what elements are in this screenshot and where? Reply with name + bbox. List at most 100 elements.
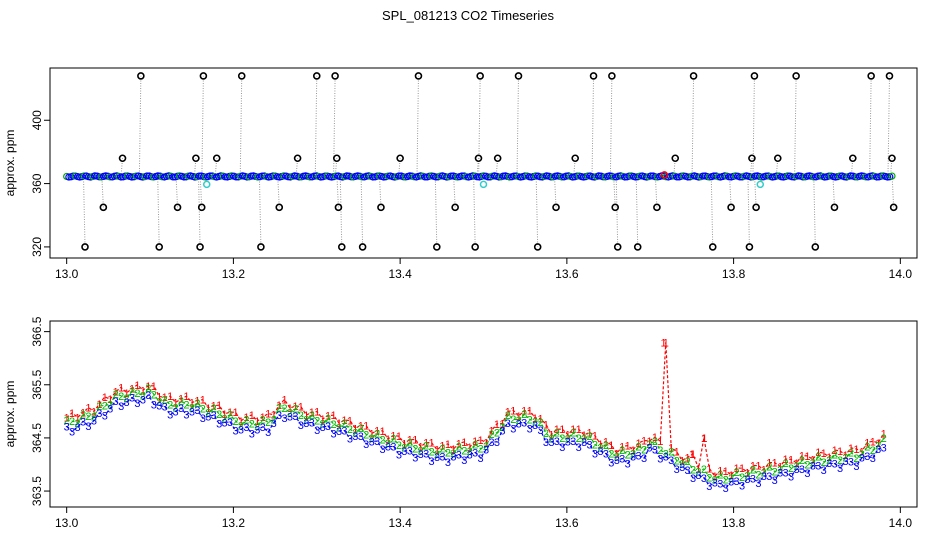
series-marker-1: 1 <box>423 438 429 450</box>
x-tick-label: 14.0 <box>889 516 913 530</box>
series-marker-2: 2 <box>804 460 810 472</box>
series-marker-1: 1 <box>478 435 484 447</box>
baseline-point <box>747 173 755 181</box>
series-marker-3: 3 <box>641 453 647 465</box>
series-marker-3: 3 <box>216 419 222 431</box>
baseline-point <box>106 173 114 181</box>
series-marker-1: 1 <box>216 400 222 412</box>
series-marker-2: 2 <box>309 410 315 422</box>
x-tick-label: 13.4 <box>388 267 412 281</box>
series-marker-2: 2 <box>461 446 467 458</box>
outlier-point <box>197 203 206 212</box>
series-marker-3: 3 <box>124 397 130 409</box>
outlier-connector <box>516 75 520 177</box>
series-marker-3: 3 <box>603 449 609 461</box>
outlier-point <box>889 203 898 212</box>
series-marker-2: 2 <box>243 415 249 427</box>
series-marker-1: 1 <box>341 415 347 427</box>
series-marker-2: 2 <box>341 418 347 430</box>
series-marker-2: 2 <box>494 428 500 440</box>
series-marker-1: 1 <box>380 426 386 438</box>
series-marker-2: 2 <box>685 456 691 468</box>
series-marker-2: 2 <box>412 443 418 455</box>
series-marker-3: 3 <box>347 434 353 446</box>
series-marker-1: 1 <box>505 407 511 419</box>
outlier-point <box>334 203 343 212</box>
series-marker-2: 2 <box>842 453 848 465</box>
series-marker-1: 1 <box>107 394 113 406</box>
cyan-point <box>479 180 488 189</box>
series-marker-3: 3 <box>445 457 451 469</box>
series-marker-1: 1 <box>516 411 522 423</box>
panel-bottom: 13.0 13.2 13.4 13.6 13.8 14.0 363.5 364.5 365.5… <box>3 316 918 530</box>
series-marker-2: 2 <box>249 419 255 431</box>
series-marker-3: 3 <box>516 418 522 430</box>
outlier-point <box>212 154 221 163</box>
series-marker-3: 3 <box>663 452 669 464</box>
series-marker-2: 2 <box>864 442 870 454</box>
series-marker-1: 1 <box>826 452 832 464</box>
baseline-point <box>762 172 770 180</box>
series-marker-2: 2 <box>586 431 592 443</box>
series-marker-2: 2 <box>788 463 794 475</box>
series-marker-1: 1 <box>619 441 625 453</box>
series-marker-2: 2 <box>292 404 298 416</box>
series-marker-3: 3 <box>396 449 402 461</box>
series-marker-3: 3 <box>456 450 462 462</box>
x-tick-label: 13.6 <box>555 516 579 530</box>
outlier-connector <box>239 75 243 177</box>
series-marker-3: 3 <box>565 437 571 449</box>
series-marker-3: 3 <box>690 473 696 485</box>
series-marker-2: 2 <box>478 444 484 456</box>
series-marker-3: 3 <box>619 454 625 466</box>
series-marker-3: 3 <box>483 445 489 457</box>
series-marker-3: 3 <box>728 476 734 488</box>
series-marker-1: 1 <box>864 437 870 449</box>
series-marker-1: 1 <box>815 447 821 459</box>
series-marker-2: 2 <box>592 439 598 451</box>
series-marker-3: 3 <box>668 455 674 467</box>
series-marker-2: 2 <box>772 467 778 479</box>
series-marker-3: 3 <box>810 461 816 473</box>
baseline-point <box>699 172 707 180</box>
outlier-point <box>493 154 502 163</box>
panel-bottom-x-axis: 13.0 13.2 13.4 13.6 13.8 14.0 <box>55 507 912 530</box>
series-marker-3: 3 <box>260 422 266 434</box>
series-marker-2: 2 <box>173 403 179 415</box>
series-marker-1: 1 <box>80 407 86 419</box>
series-marker-1: 1 <box>363 421 369 433</box>
series-marker-2: 2 <box>793 461 799 473</box>
series-marker-1: 1 <box>64 413 70 425</box>
x-tick-label: 13.2 <box>222 516 246 530</box>
series-marker-3: 3 <box>320 422 326 434</box>
series-marker-2: 2 <box>744 470 750 482</box>
series-marker-1: 1 <box>96 399 102 411</box>
outlier-point <box>337 243 346 251</box>
outlier-connector <box>138 75 142 177</box>
baseline-point <box>558 173 566 181</box>
series-marker-2: 2 <box>467 446 473 458</box>
series-marker-2: 2 <box>276 403 282 415</box>
series-marker-3: 3 <box>581 437 587 449</box>
series-marker-3: 3 <box>173 406 179 418</box>
outlier-point <box>474 154 483 163</box>
series-marker-2: 2 <box>303 415 309 427</box>
series-marker-3: 3 <box>695 470 701 482</box>
series-marker-3: 3 <box>211 410 217 422</box>
series-marker-2: 2 <box>194 398 200 410</box>
series-marker-2: 2 <box>232 416 238 428</box>
series-marker-3: 3 <box>439 452 445 464</box>
series-marker-2: 2 <box>320 418 326 430</box>
series-marker-3: 3 <box>646 442 652 454</box>
panel-top-frame <box>49 67 918 259</box>
baseline-point <box>258 172 266 180</box>
outlier-point <box>671 154 680 163</box>
series-marker-2: 2 <box>352 428 358 440</box>
series-marker-1: 1 <box>766 458 772 470</box>
series-marker-1: 1 <box>450 444 456 456</box>
series-marker-2: 2 <box>521 409 527 421</box>
series-marker-1: 1 <box>821 448 827 460</box>
series-marker-3: 3 <box>777 468 783 480</box>
baseline-point <box>862 173 870 181</box>
outlier-point <box>653 203 661 212</box>
